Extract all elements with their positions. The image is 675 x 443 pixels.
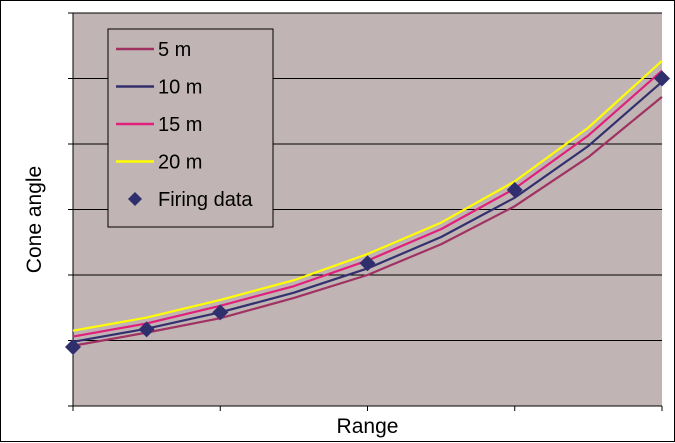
firing-data-point: [654, 70, 670, 87]
legend: 5 m 10 m 15 m 20 m Firing data: [107, 28, 274, 228]
legend-label: Firing data: [158, 189, 253, 211]
legend-label: 5 m: [158, 39, 191, 61]
firing-data-point: [138, 321, 155, 338]
firing-data-markers: [65, 70, 670, 356]
legend-label: 10 m: [158, 77, 202, 99]
firing-data-point: [212, 304, 229, 321]
legend-swatch-firing-data: [128, 192, 142, 206]
series-line-5-m: [72, 95, 663, 347]
legend-label: 20 m: [158, 152, 202, 174]
legend-items: 5 m 10 m 15 m 20 m Firing data: [116, 39, 253, 211]
series-line-20-m: [72, 60, 663, 332]
y-axis-title: Cone angle: [23, 166, 46, 273]
legend-label: 15 m: [158, 114, 202, 136]
firing-data-point: [506, 181, 523, 198]
firing-data-point: [359, 255, 376, 272]
firing-data-point: [65, 339, 81, 356]
x-axis-title: Range: [337, 415, 399, 438]
